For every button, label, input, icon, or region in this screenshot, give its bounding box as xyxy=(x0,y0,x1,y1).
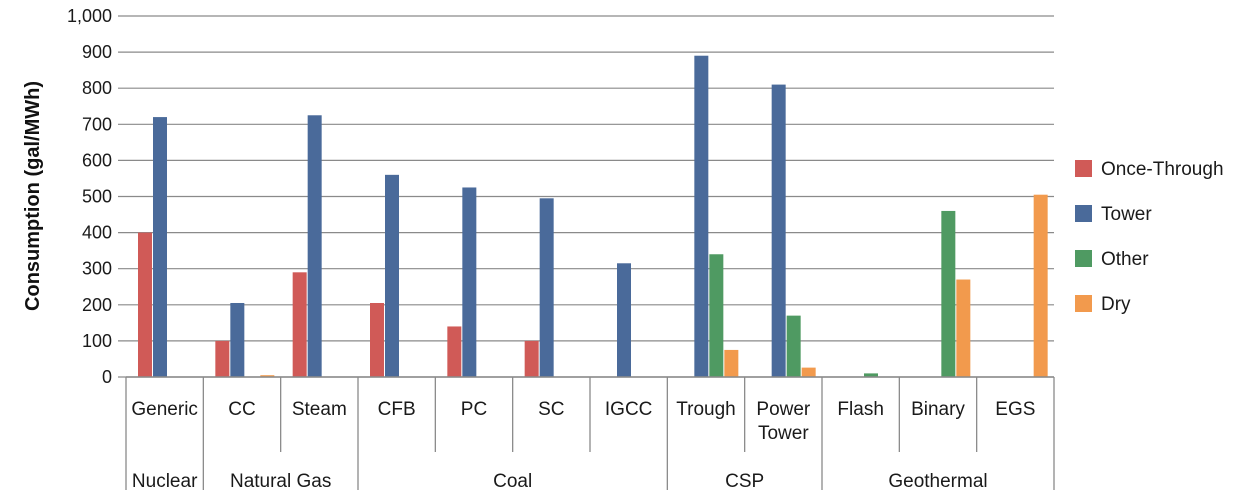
category-label: Binary xyxy=(911,399,965,420)
category-label: SC xyxy=(538,399,564,420)
y-tick-label: 300 xyxy=(82,259,112,279)
legend-label: Dry xyxy=(1101,294,1131,315)
y-tick-label: 400 xyxy=(82,223,112,243)
category-label: Trough xyxy=(676,399,736,420)
y-tick-label: 100 xyxy=(82,331,112,351)
bar-dry xyxy=(260,375,275,377)
bar-dry xyxy=(956,279,971,377)
legend-label: Other xyxy=(1101,249,1149,270)
group-label: Nuclear xyxy=(132,471,198,490)
category-label: CC xyxy=(228,399,255,420)
y-tick-label: 800 xyxy=(82,78,112,98)
group-label: Geothermal xyxy=(888,471,987,490)
category-label: EGS xyxy=(995,399,1035,420)
category-label: Flash xyxy=(837,399,883,420)
bar-tower xyxy=(307,115,322,378)
bar-once-through xyxy=(292,272,307,377)
bar-dry xyxy=(801,367,816,377)
gridlines xyxy=(118,15,1054,378)
legend: Once-Through Tower Other Dry xyxy=(1075,159,1224,315)
bar-once-through xyxy=(524,340,539,377)
bar-tower xyxy=(539,198,554,377)
bar-dry xyxy=(1033,194,1048,377)
bar-tower xyxy=(230,302,245,377)
y-tick-label: 0 xyxy=(102,367,112,387)
bar-tower xyxy=(462,187,477,377)
bar-tower xyxy=(385,174,399,377)
y-tick-label: 600 xyxy=(82,150,112,170)
bar-once-through xyxy=(138,232,152,377)
legend-label: Tower xyxy=(1101,204,1152,225)
group-label: CSP xyxy=(725,471,764,490)
group-label: Natural Gas xyxy=(230,471,331,490)
legend-swatch xyxy=(1075,205,1092,222)
bar-other xyxy=(864,373,878,377)
bar-tower xyxy=(771,84,786,377)
y-axis-label: Consumption (gal/MWh) xyxy=(22,81,44,311)
legend-label: Once-Through xyxy=(1101,159,1224,180)
legend-swatch xyxy=(1075,295,1092,312)
y-tick-label: 1,000 xyxy=(67,6,112,26)
legend-swatch xyxy=(1075,250,1092,267)
bar-tower xyxy=(694,55,709,378)
bar-other xyxy=(786,315,801,377)
bar-dry xyxy=(724,349,739,377)
y-tick-label: 900 xyxy=(82,42,112,62)
y-tick-label: 700 xyxy=(82,114,112,134)
group-label: Coal xyxy=(493,471,532,490)
y-axis-ticks: 0 100 200 300 400 500 600 700 800 900 1,000 xyxy=(67,6,112,387)
y-tick-label: 500 xyxy=(82,187,112,207)
category-label: PC xyxy=(461,399,487,420)
bar-other xyxy=(709,254,724,377)
bar-tower xyxy=(153,117,167,377)
category-label: CFB xyxy=(378,399,416,420)
category-label: Power Tower xyxy=(756,399,811,444)
bar-once-through xyxy=(215,340,230,377)
bar-once-through xyxy=(447,326,462,377)
category-label: Steam xyxy=(292,399,347,420)
bar-other xyxy=(941,210,956,377)
legend-swatch xyxy=(1075,160,1092,177)
category-label: IGCC xyxy=(605,399,653,420)
bar-once-through xyxy=(370,302,384,377)
category-label: Generic xyxy=(131,399,198,420)
y-tick-label: 200 xyxy=(82,295,112,315)
bar-tower xyxy=(617,263,631,377)
x-axis: Generic CC Steam CFB PC SC IGCC Trough Power Towe… xyxy=(125,376,1055,490)
bars xyxy=(138,55,1048,378)
